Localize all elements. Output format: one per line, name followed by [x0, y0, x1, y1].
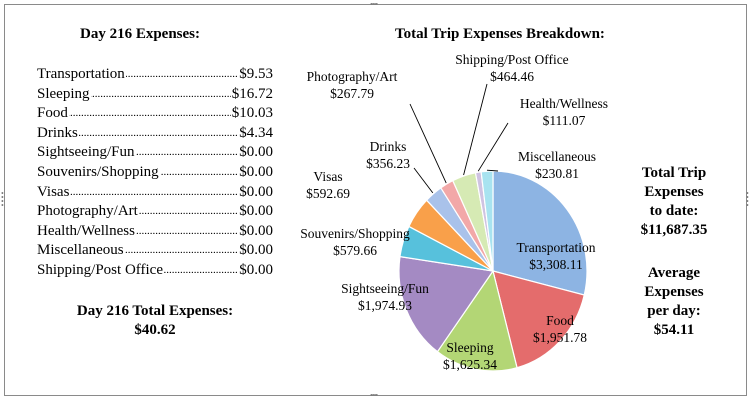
slice-name-label: Visas [313, 169, 342, 184]
resize-handle-left[interactable]: • • • • [1, 189, 7, 210]
leader-line [486, 169, 499, 172]
slice-value-label: $579.66 [333, 243, 377, 258]
average-value: $54.11 [653, 322, 695, 338]
expense-label: Sightseeing/Fun [37, 143, 136, 163]
slice-name-label: Health/Wellness [520, 96, 608, 111]
trip-total-value: $11,687.35 [640, 222, 708, 238]
resize-handle-right[interactable]: • • • • [746, 189, 752, 210]
slice-name-label: Sleeping [446, 340, 493, 355]
expense-amount: $10.03 [230, 104, 273, 124]
handle-dots-icon: •••• [370, 0, 378, 9]
expense-amount: $0.00 [238, 162, 273, 183]
pie-slice [436, 269, 518, 372]
chart-frame [4, 4, 747, 396]
expense-label: Sleeping [37, 84, 91, 105]
expense-amount: $0.00 [238, 241, 273, 261]
chart-title: Total Trip Expenses Breakdown: [395, 26, 605, 42]
trip-total-label-1: Total Trip [641, 165, 707, 181]
leader-line [413, 167, 434, 194]
expense-row: ........................................… [37, 84, 273, 105]
expense-amount: $0.00 [238, 182, 273, 203]
expense-label: Visas [37, 182, 71, 203]
slice-name-label: Food [546, 313, 574, 328]
slice-value-label: $1,951.78 [533, 330, 587, 345]
expense-amount: $0.00 [238, 202, 273, 222]
expense-amount: $0.00 [238, 260, 273, 281]
pie-slice [492, 170, 588, 296]
handle-dots-icon: •••• [1, 189, 4, 210]
slice-value-label: $267.79 [330, 86, 374, 101]
slice-value-label: $1,974.93 [358, 298, 412, 313]
expense-row: ........................................… [37, 162, 273, 183]
day-total: Day 216 Total Expenses: $40.62 [40, 302, 270, 340]
day-total-value: $40.62 [134, 322, 176, 338]
slice-value-label: $356.23 [366, 156, 410, 171]
slice-name-label: Sightseeing/Fun [341, 281, 429, 296]
slice-name-label: Photography/Art [307, 69, 398, 84]
trip-total: Total Trip Expenses to date: $11,687.35 [622, 164, 726, 240]
average-expenses: Average Expenses per day: $54.11 [622, 264, 726, 340]
expense-row: ........................................… [37, 123, 273, 144]
expense-row: ........................................… [37, 260, 273, 281]
pie-slice [398, 255, 495, 353]
expense-row: ........................................… [37, 202, 273, 222]
expense-row: ........................................… [37, 143, 273, 163]
slice-value-label: $230.81 [535, 166, 579, 181]
expense-row: ........................................… [37, 221, 273, 242]
expense-amount: $4.34 [238, 123, 273, 144]
handle-dots-icon: •••• [746, 189, 749, 210]
expense-amount: $16.72 [230, 84, 273, 105]
leader-line [477, 122, 509, 172]
average-label-1: Average [647, 265, 701, 281]
trip-total-label-3: to date: [649, 203, 699, 219]
slice-name-label: Transportation [516, 240, 595, 255]
leader-line [463, 83, 488, 176]
trip-total-label-2: Expenses [644, 184, 704, 200]
slice-value-label: $3,308.11 [529, 257, 583, 272]
day-expenses-title: Day 216 Expenses: [80, 26, 201, 42]
expense-row: ........................................… [37, 182, 273, 203]
expense-row: ........................................… [37, 241, 273, 261]
slice-value-label: $592.69 [306, 186, 350, 201]
slice-value-label: $1,625.34 [443, 357, 497, 372]
expense-amount: $0.00 [238, 143, 273, 163]
expense-label: Miscellaneous [37, 241, 125, 261]
expense-label: Health/Wellness [37, 221, 136, 242]
day-total-label: Day 216 Total Expenses: [76, 303, 234, 319]
leader-dots: ........................................… [37, 107, 273, 120]
average-label-3: per day: [647, 303, 701, 319]
expense-label: Transportation [37, 65, 126, 85]
slice-value-label: $464.46 [490, 69, 534, 84]
handle-dots-icon: •••• [370, 391, 378, 400]
expense-label: Photography/Art [37, 202, 139, 222]
expense-label: Souvenirs/Shopping [37, 162, 160, 183]
leader-dots: ........................................… [37, 87, 273, 100]
expense-amount: $9.53 [238, 65, 273, 85]
expense-label: Shipping/Post Office [37, 260, 164, 281]
average-label-2: Expenses [644, 284, 704, 300]
slice-name-label: Drinks [370, 139, 407, 154]
expense-row: ........................................… [37, 104, 273, 124]
expense-label: Food [37, 104, 69, 124]
resize-handle-bottom[interactable]: •••• [368, 391, 386, 400]
leader-dots: ........................................… [37, 185, 273, 198]
slice-name-label: Shipping/Post Office [455, 52, 568, 67]
slice-name-label: Miscellaneous [518, 149, 596, 164]
leader-line [409, 103, 447, 184]
expense-row: ........................................… [37, 65, 273, 85]
expense-label: Drinks [37, 123, 79, 144]
resize-handle-top[interactable]: •••• [368, 0, 386, 9]
slice-value-label: $111.07 [543, 113, 586, 128]
slice-name-label: Souvenirs/Shopping [300, 226, 410, 241]
expense-list: ........................................… [37, 65, 273, 281]
leader-dots: ........................................… [37, 126, 273, 139]
pie-slice [492, 270, 585, 369]
expense-amount: $0.00 [238, 221, 273, 242]
